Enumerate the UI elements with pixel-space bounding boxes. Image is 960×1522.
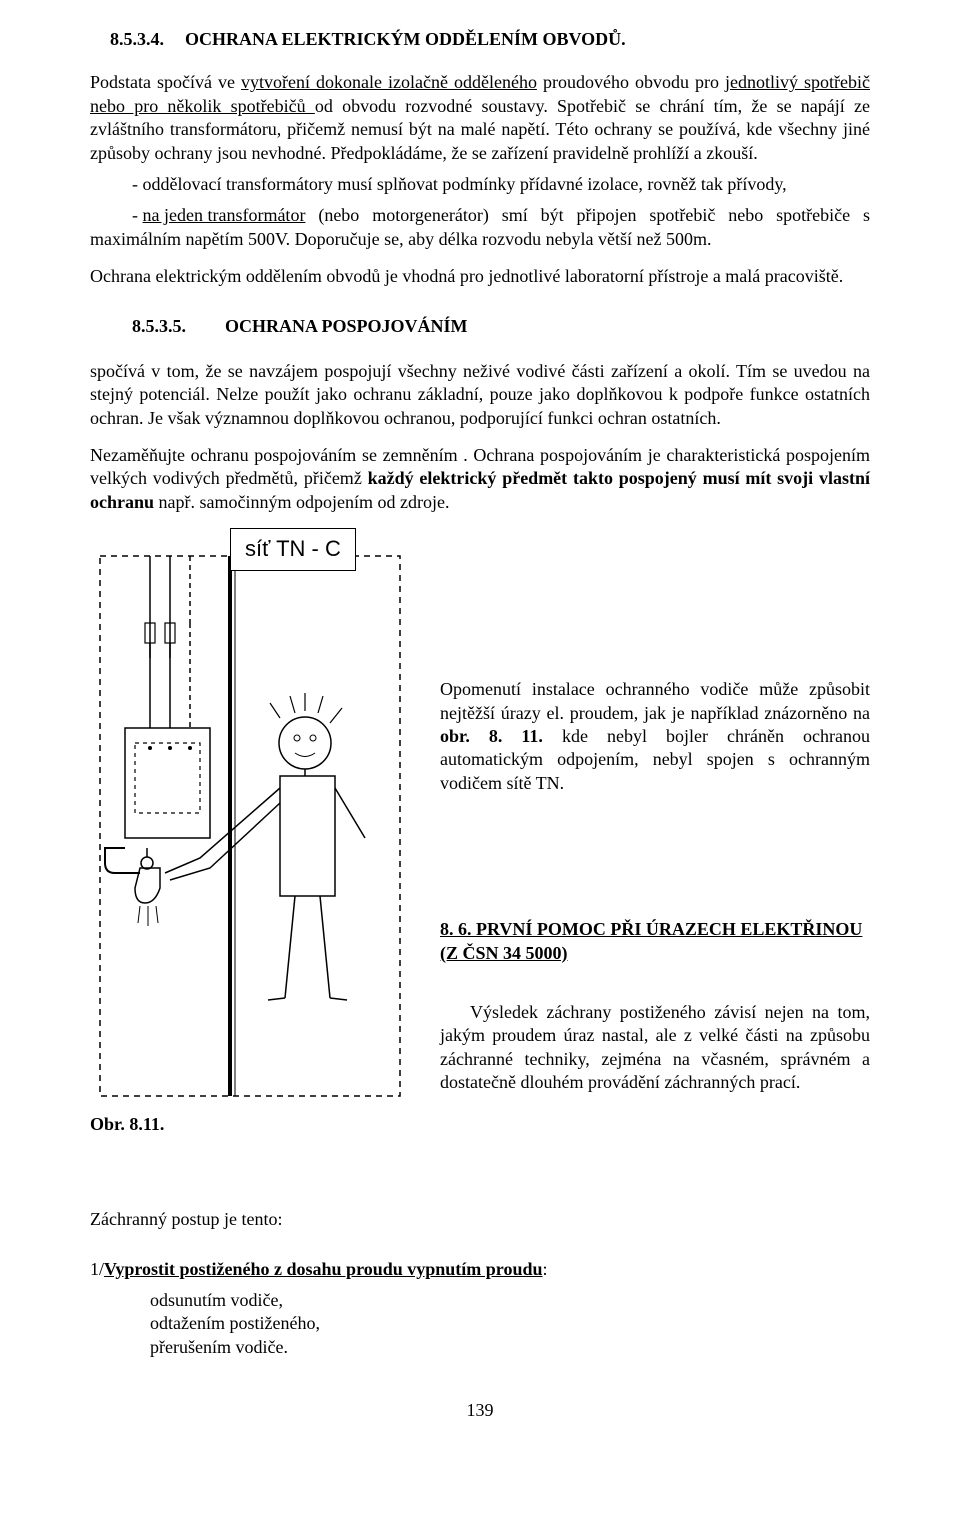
rescue-intro: Záchranný postup je tento: — [90, 1208, 870, 1231]
rescue-item-1: odsunutím vodiče, — [90, 1289, 870, 1312]
para-s2-1: spočívá v tom, že se navzájem pospojují … — [90, 360, 870, 430]
diagram-text-1: Opomenutí instalace ochranného vodiče mů… — [440, 678, 870, 795]
section-86-title: 8. 6. PRVNÍ POMOC PŘI ÚRAZECH ELEKTŘINOU — [440, 918, 870, 941]
para-s2-2: Nezaměňujte ochranu pospojováním se zemn… — [90, 444, 870, 514]
heading-text-2: OCHRANA POSPOJOVÁNÍM — [225, 316, 468, 336]
list-1: - oddělovací transformátory musí splňova… — [90, 173, 870, 196]
page-number: 139 — [90, 1399, 870, 1422]
para-3: Ochrana elektrickým oddělením obvodů je … — [90, 265, 870, 288]
rescue-item-2: odtažením postiženého, — [90, 1312, 870, 1335]
diagram-wrapper: síť TN - C — [90, 528, 870, 1128]
rescue-procedure: Záchranný postup je tento: 1/Vyprostit p… — [90, 1208, 870, 1359]
para-1: Podstata spočívá ve vytvoření dokonale i… — [90, 71, 870, 165]
section-heading-1: 8.5.3.4. OCHRANA ELEKTRICKÝM ODDĚLENÍM O… — [90, 28, 870, 51]
heading-text-1: OCHRANA ELEKTRICKÝM ODDĚLENÍM OBVODŮ. — [185, 29, 626, 49]
rescue-item-3: přerušením vodiče. — [90, 1336, 870, 1359]
heading-num-1: 8.5.3.4. — [90, 29, 164, 49]
section-heading-2: 8.5.3.5. OCHRANA POSPOJOVÁNÍM — [90, 315, 870, 338]
section-86-body: Výsledek záchrany postiženého závisí nej… — [440, 1001, 870, 1095]
rescue-step-1: 1/Vyprostit postiženého z dosahu proudu … — [90, 1258, 870, 1281]
list-2: - na jeden transformátor (nebo motorgene… — [90, 204, 870, 251]
figure-caption: Obr. 8.11. — [90, 1113, 164, 1136]
network-label: síť TN - C — [230, 528, 356, 571]
circuit-diagram — [90, 528, 420, 1128]
diagram-text-2: 8. 6. PRVNÍ POMOC PŘI ÚRAZECH ELEKTŘINOU… — [440, 918, 870, 1094]
section-86-sub: (Z ČSN 34 5000) — [440, 942, 870, 965]
heading-num-2: 8.5.3.5. — [132, 316, 186, 336]
